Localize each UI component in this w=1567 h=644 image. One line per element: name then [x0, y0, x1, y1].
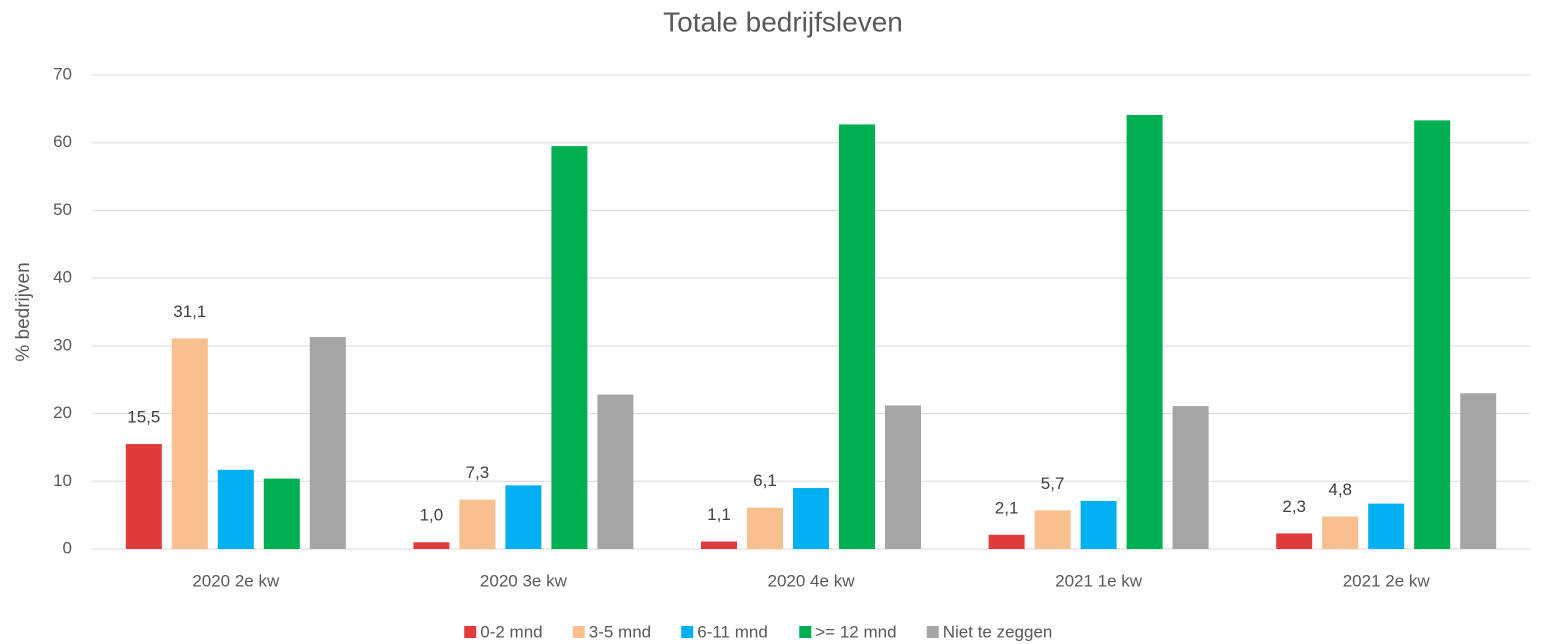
bar [413, 542, 450, 549]
data-label: 5,7 [1041, 474, 1065, 493]
y-axis-label: % bedrijven [13, 262, 34, 361]
legend-label: Niet te zeggen [943, 622, 1053, 641]
bar [125, 444, 162, 549]
data-label: 4,8 [1328, 480, 1352, 499]
data-label: 2,3 [1282, 497, 1306, 516]
data-label: 31,1 [173, 302, 206, 321]
bar [747, 507, 783, 549]
bar [505, 485, 542, 549]
chart-title: Totale bedrijfsleven [663, 6, 903, 37]
y-tick-label: 70 [53, 64, 72, 83]
bar [171, 338, 208, 549]
bar [1460, 393, 1497, 549]
y-tick-label: 20 [53, 403, 72, 422]
bar [1276, 533, 1313, 549]
bar [1126, 114, 1163, 550]
y-tick-label: 50 [53, 200, 72, 219]
data-label: 1,0 [420, 506, 444, 525]
data-label: 2,1 [995, 498, 1019, 517]
data-label: 15,5 [127, 408, 160, 427]
legend-swatch [799, 626, 812, 638]
bar [1368, 503, 1405, 549]
bar [459, 499, 496, 549]
bar [1414, 120, 1451, 550]
bar [1034, 510, 1071, 549]
x-tick-label: 2021 1e kw [1055, 571, 1143, 590]
bar [1172, 406, 1209, 549]
y-tick-label: 0 [63, 538, 72, 557]
bar [1080, 500, 1117, 549]
bar [551, 146, 588, 549]
legend-label: >= 12 mnd [815, 622, 896, 641]
data-label: 1,1 [707, 505, 731, 524]
legend-label: 6-11 mnd [697, 622, 768, 641]
y-tick-label: 10 [53, 471, 72, 490]
x-tick-label: 2021 2e kw [1343, 571, 1431, 590]
data-label: 6,1 [753, 471, 777, 490]
legend-label: 3-5 mnd [589, 622, 651, 641]
data-label: 7,3 [466, 463, 490, 482]
legend-swatch [464, 626, 477, 638]
legend-swatch [572, 626, 585, 638]
y-tick-label: 60 [53, 132, 72, 151]
bar [1322, 516, 1359, 549]
y-tick-label: 30 [53, 335, 72, 354]
bar [309, 337, 346, 549]
bar [217, 469, 254, 549]
x-tick-label: 2020 2e kw [192, 571, 280, 590]
legend-swatch [681, 626, 694, 638]
bar [839, 124, 875, 549]
x-tick-label: 2020 3e kw [480, 571, 568, 590]
x-tick-label: 2020 4e kw [768, 571, 856, 590]
legend-label: 0-2 mnd [480, 622, 542, 641]
bar [701, 541, 737, 549]
y-tick-label: 40 [53, 268, 72, 287]
bar [988, 534, 1025, 549]
bar [263, 478, 300, 549]
bar [793, 488, 829, 549]
legend-swatch [926, 626, 939, 638]
bar [597, 394, 634, 549]
bar [885, 405, 921, 549]
